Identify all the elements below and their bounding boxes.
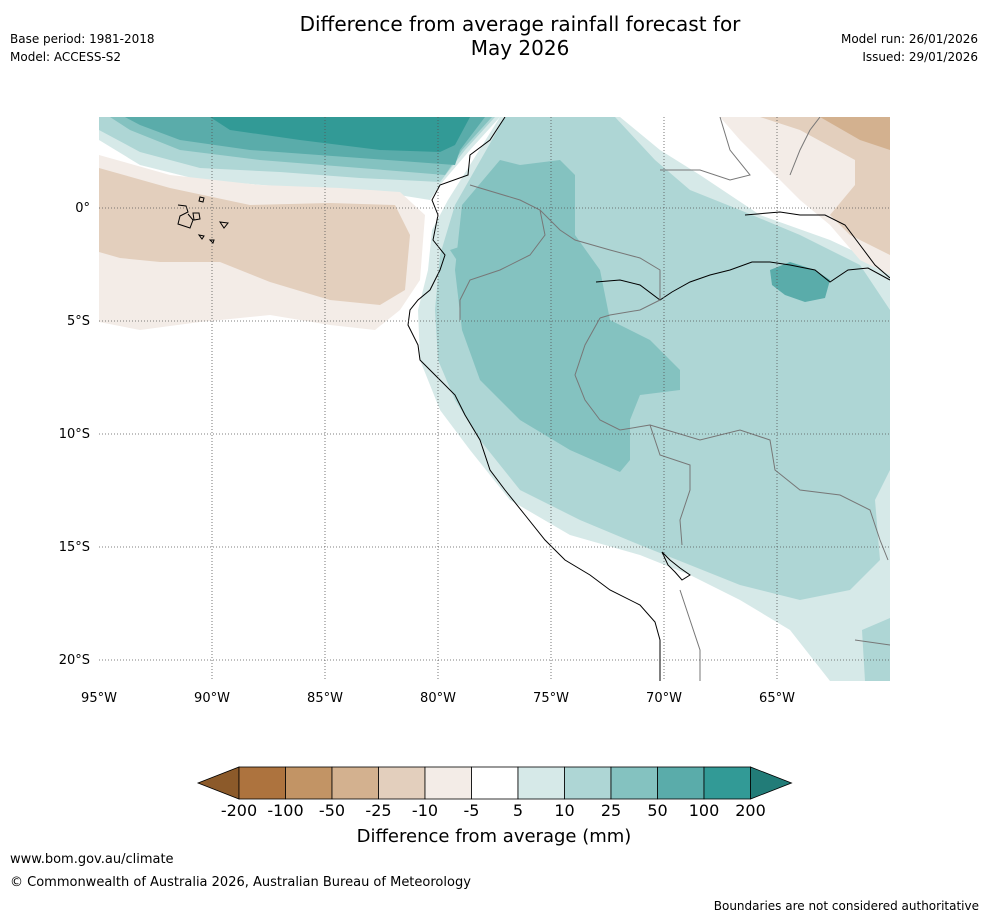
colorbar-tick-label: 10: [554, 801, 574, 820]
colorbar-bin: [564, 766, 612, 800]
footer-url[interactable]: www.bom.gov.au/climate: [10, 852, 174, 867]
colorbar-tick-label: -10: [412, 801, 438, 820]
continent-wet-50: [455, 160, 680, 472]
lat-label-5s: 5°S: [67, 314, 90, 329]
continent-wet-50-central: [450, 240, 500, 280]
amazon-river-coast: [595, 261, 890, 301]
lon-label-95w: 95°W: [81, 691, 117, 706]
colorbar-tick-label: -200: [221, 801, 257, 820]
colorbar-bin: [610, 766, 658, 800]
model-name: Model: ACCESS-S2: [10, 50, 122, 64]
meta-left: Base period: 1981-2018 Model: ACCESS-S2: [10, 30, 155, 66]
pacific-wet-band-200: [210, 117, 470, 152]
lat-label-10s: 10°S: [59, 427, 90, 442]
northeast-dry-5: [720, 117, 890, 275]
lon-label-75w: 75°W: [533, 691, 569, 706]
lat-label-0: 0°: [75, 201, 90, 216]
colorbar-bin: [471, 766, 519, 800]
country-borders: [459, 117, 890, 681]
colorbar-tick-label: 5: [513, 801, 523, 820]
colorbar-bin: [657, 766, 705, 800]
chart-title: Difference from average rainfall forecas…: [0, 12, 988, 60]
colorbar-tick-label: 50: [647, 801, 667, 820]
colorbar-extend-low: [196, 766, 240, 800]
lat-label-15s: 15°S: [59, 540, 90, 555]
amazon-wet-100: [770, 262, 830, 302]
south-wet-25: [862, 618, 890, 681]
colorbar-tick-label: -100: [267, 801, 303, 820]
footer-note: Boundaries are not considered authoritat…: [713, 899, 979, 913]
colorbar-bin: [285, 766, 333, 800]
colorbar-tick-label: -50: [319, 801, 345, 820]
issued-date: Issued: 29/01/2026: [862, 50, 978, 64]
lon-label-90w: 90°W: [194, 691, 230, 706]
colorbar-bin: [238, 766, 286, 800]
graticule: [99, 117, 890, 681]
colorbar-tick-label: 100: [689, 801, 720, 820]
colorbar-tick-label: -25: [365, 801, 391, 820]
colorbar-bin: [424, 766, 472, 800]
meta-right: Model run: 26/01/2026 Issued: 29/01/2026: [841, 30, 978, 66]
base-period: Base period: 1981-2018: [10, 32, 155, 46]
colorbar-bin: [517, 766, 565, 800]
map-area: [99, 117, 890, 681]
model-run-date: Model run: 26/01/2026: [840, 32, 978, 46]
colorbar-bin: [378, 766, 426, 800]
lat-label-20s: 20°S: [59, 653, 90, 668]
lon-label-65w: 65°W: [759, 691, 795, 706]
colorbar-bin: [331, 766, 379, 800]
colorbar: [196, 766, 793, 800]
northeast-dry-25: [820, 117, 890, 150]
north-coast: [744, 211, 890, 279]
title-line-2: May 2026: [470, 36, 570, 60]
lon-label-85w: 85°W: [307, 691, 343, 706]
colorbar-bin: [703, 766, 751, 800]
title-line-1: Difference from average rainfall forecas…: [299, 12, 741, 36]
colorbar-tick-label: 200: [735, 801, 766, 820]
colorbar-title: Difference from average (mm): [356, 826, 632, 847]
footer-copyright: © Commonwealth of Australia 2026, Austra…: [10, 875, 471, 890]
titicaca-lake: [661, 551, 691, 581]
colorbar-tick-label: 25: [601, 801, 621, 820]
colorbar-extend-high: [750, 766, 793, 800]
coastline: [407, 117, 661, 681]
colorbar-tick-label: -5: [464, 801, 480, 820]
pacific-dry-band-10: [99, 168, 410, 305]
northeast-dry-10: [760, 117, 890, 255]
lon-label-70w: 70°W: [646, 691, 682, 706]
colorbar-labels: -200 -100 -50 -25 -10 -5 5 10 25 50 100 200: [221, 801, 766, 820]
galapagos-islands: [177, 196, 229, 244]
lon-label-80w: 80°W: [420, 691, 456, 706]
